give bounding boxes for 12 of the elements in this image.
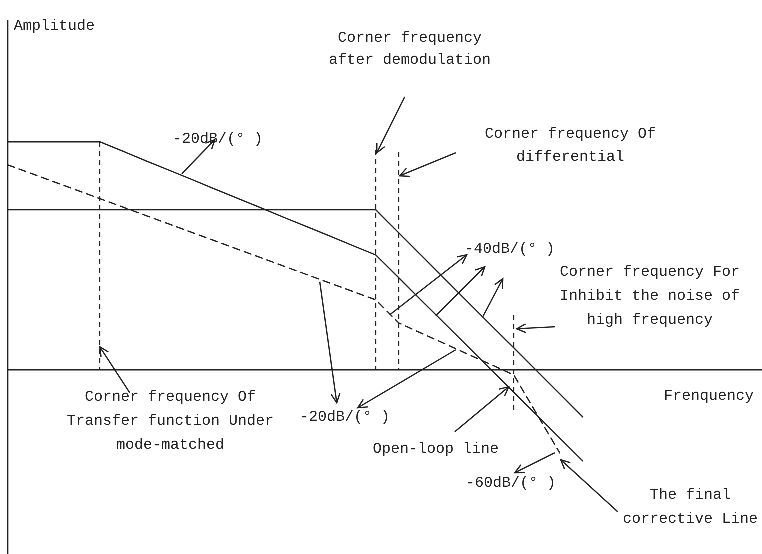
text: The final corrective Line <box>623 486 758 530</box>
annotation: Corner frequency Of Transfer function Under mode-matched <box>67 388 274 456</box>
x-axis-title: Frenquency <box>664 387 754 407</box>
annotation: Corner frequency For Inhibit the noise of high frequency <box>560 263 740 331</box>
text: -60dB/(° ) <box>466 474 556 494</box>
text: Corner frequency after demodulation <box>329 29 492 71</box>
text: Amplitude <box>14 17 96 37</box>
annotation: -20dB/(° ) <box>300 408 390 428</box>
annotation: Open-loop line <box>373 440 500 460</box>
annotation: -40dB/(° ) <box>465 240 556 260</box>
annotation: Corner frequency Of differential <box>485 125 656 168</box>
annotation: -20dB/(° ) <box>173 130 264 150</box>
